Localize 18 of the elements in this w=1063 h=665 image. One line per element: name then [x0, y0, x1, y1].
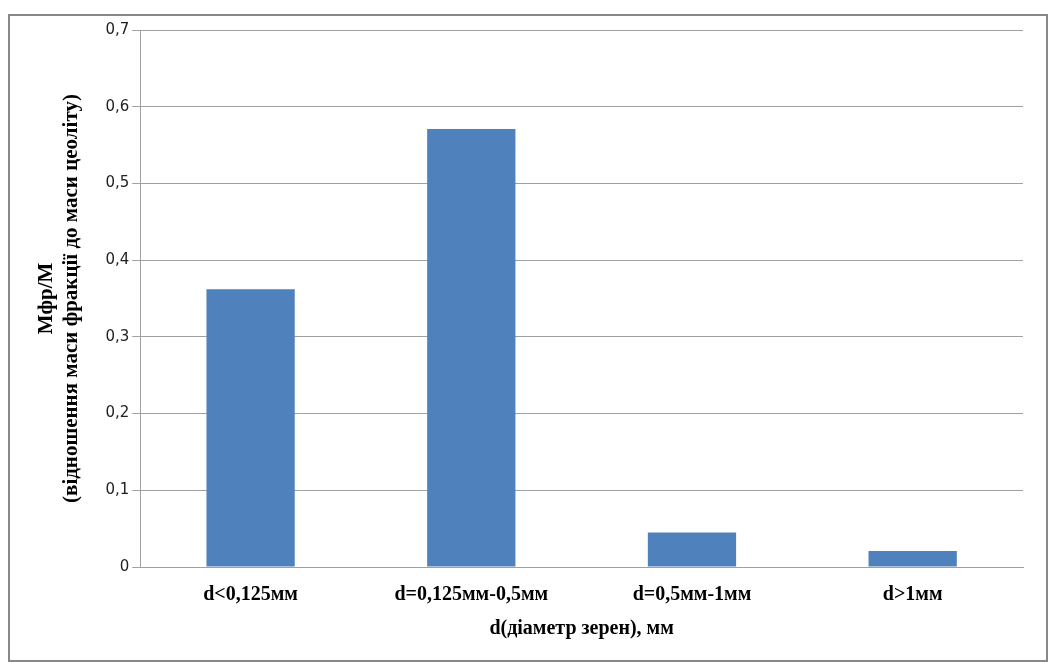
- bar: [868, 550, 957, 567]
- bar: [427, 128, 516, 567]
- y-tick-label: 0,5: [105, 173, 130, 192]
- y-tick-label: 0,6: [105, 96, 130, 115]
- y-tick-label: 0,4: [105, 250, 130, 269]
- y-tick-label: 0,2: [105, 403, 130, 422]
- x-axis-title: d(діаметр зерен), мм: [489, 616, 674, 640]
- x-tick-label: d=0,5мм-1мм: [632, 582, 752, 605]
- y-tick-label: 0: [119, 556, 130, 575]
- y-tick-label: 0,1: [105, 480, 130, 499]
- x-tick-label: d>1мм: [882, 582, 943, 605]
- y-tick-label: 0,7: [105, 19, 130, 38]
- bar: [206, 289, 295, 567]
- x-tick-label: d=0,125мм-0,5мм: [394, 582, 549, 605]
- x-tick-label: d<0,125мм: [203, 582, 298, 605]
- bar: [647, 532, 737, 567]
- y-tick-label: 0,3: [105, 326, 130, 345]
- y-axis-title: Мфр/М (відношення маси фракції до маси цеоліту): [33, 94, 83, 503]
